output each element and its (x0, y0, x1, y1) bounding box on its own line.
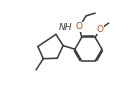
Text: NH: NH (59, 23, 72, 32)
Text: O: O (96, 25, 103, 34)
Text: O: O (76, 22, 83, 31)
